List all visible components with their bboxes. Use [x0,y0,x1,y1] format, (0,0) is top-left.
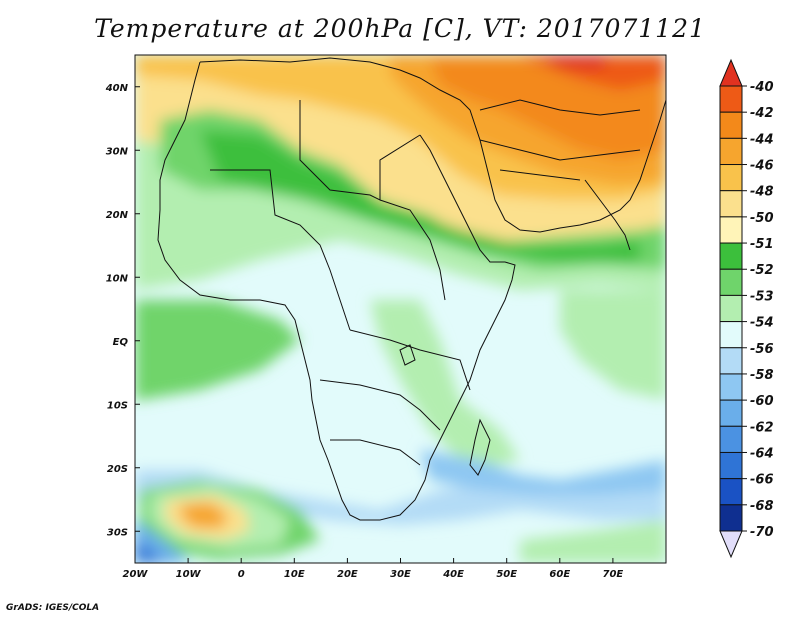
colorbar-segment [719,85,743,113]
colorbar-label: -60 [750,394,774,409]
colorbar-segment [719,425,743,453]
colorbar-label: -66 [750,473,774,488]
colorbar-bottom-arrow [719,530,743,559]
x-tick-label: 60E [549,569,570,580]
colorbar-label: -70 [750,525,774,540]
y-tick-label: 20N [106,210,129,221]
colorbar-segment [719,111,743,139]
colorbar-label: -53 [750,289,774,304]
colorbar-segment [719,504,743,532]
colorbar-label: -62 [750,420,774,435]
x-axis: 20W 10W 0 10E 20E 30E 40E 50E 60E 70E [123,558,624,580]
colorbar-segment [719,216,743,244]
x-tick-label: 10W [176,569,202,580]
y-tick-label: EQ [113,337,129,348]
colorbar-segment [719,399,743,427]
colorbar-label: -64 [750,446,774,461]
colorbar-segment [719,347,743,375]
y-tick-label: 40N [105,83,129,94]
colorbar-label: -46 [750,159,774,174]
x-tick-label: 50E [496,569,517,580]
colorbar-segment [719,373,743,401]
colorbar-label: -51 [750,237,774,252]
colorbar-label: -40 [750,80,774,95]
colorbar-segment [719,321,743,349]
y-tick-label: 30S [107,527,128,538]
colorbar-segment [719,164,743,192]
colorbar-segment [719,294,743,323]
y-tick-label: 30N [106,146,129,157]
temperature-field [135,55,666,563]
colorbar-top-arrow [719,58,743,87]
colorbar-segment [719,242,743,270]
colorbar-segment [719,190,743,218]
coastlines [157,57,666,521]
y-axis: 40N 30N 20N 10N EQ 10S 20S 30S [105,83,140,538]
colorbar-label: -54 [750,316,774,331]
x-tick-label: 30E [390,569,411,580]
colorbar-label: -50 [750,211,774,226]
colorbar-label: -44 [750,132,774,147]
colorbar-legend: -40 -42 -44 -46 -48 -50 -51 -52 -53 -54 -56 -58 -60 -… [719,58,774,559]
x-tick-label: 40E [442,569,464,580]
y-tick-label: 10N [106,273,129,284]
colorbar-segment [719,268,743,296]
x-tick-label: 20E [337,569,358,580]
chart-title: Temperature at 200hPa [C], VT: 201707112… [94,14,706,43]
colorbar-label: -42 [750,106,774,121]
colorbar-label: -58 [750,368,774,383]
x-tick-label: 0 [238,569,245,580]
y-tick-label: 20S [107,464,128,475]
x-tick-label: 10E [284,569,305,580]
colorbar-segment [719,137,743,166]
colorbar-segment [719,478,743,506]
x-tick-label: 70E [603,569,624,580]
grads-credit: GrADS: IGES/COLA [6,603,100,613]
colorbar-label: -52 [750,263,774,278]
colorbar-label: -48 [750,185,774,200]
x-tick-label: 20W [123,569,149,580]
colorbar-segment [719,451,743,480]
y-tick-label: 10S [107,400,128,411]
colorbar-label: -56 [750,342,774,357]
colorbar-label: -68 [750,499,774,514]
